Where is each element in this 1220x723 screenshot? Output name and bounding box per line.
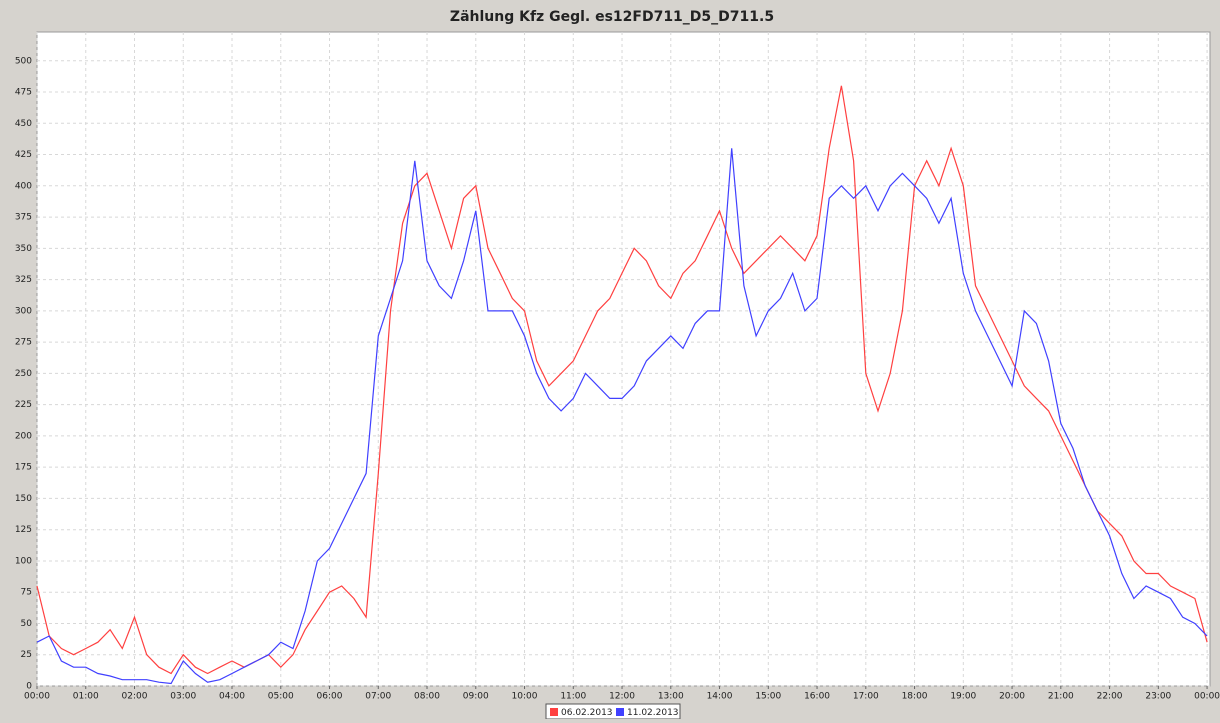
legend-label: 11.02.2013 xyxy=(627,708,679,718)
x-tick-label: 12:00 xyxy=(609,692,635,702)
legend-swatch xyxy=(616,708,624,716)
y-tick-label: 75 xyxy=(21,588,32,598)
y-tick-label: 0 xyxy=(26,682,32,692)
y-tick-label: 250 xyxy=(15,369,32,379)
x-tick-label: 09:00 xyxy=(463,692,489,702)
x-tick-label: 22:00 xyxy=(1097,692,1123,702)
y-tick-label: 350 xyxy=(15,244,32,254)
y-tick-label: 225 xyxy=(15,400,32,410)
y-tick-label: 375 xyxy=(15,213,32,223)
legend: 06.02.2013 11.02.2013 xyxy=(545,703,681,720)
legend-label: 06.02.2013 xyxy=(561,708,613,718)
y-tick-label: 100 xyxy=(15,556,32,566)
x-tick-label: 16:00 xyxy=(804,692,830,702)
x-tick-label: 02:00 xyxy=(122,692,148,702)
y-tick-label: 450 xyxy=(15,119,32,129)
plot-area xyxy=(36,31,1211,687)
legend-swatch xyxy=(550,708,558,716)
x-tick-label: 01:00 xyxy=(73,692,99,702)
x-tick-label: 20:00 xyxy=(999,692,1025,702)
y-tick-label: 275 xyxy=(15,338,32,348)
y-tick-label: 325 xyxy=(15,275,32,285)
y-tick-label: 150 xyxy=(15,494,32,504)
y-tick-label: 175 xyxy=(15,463,32,473)
x-tick-label: 04:00 xyxy=(219,692,245,702)
x-tick-label: 07:00 xyxy=(365,692,391,702)
series-line xyxy=(36,85,1208,675)
x-tick-label: 06:00 xyxy=(317,692,343,702)
y-tick-label: 400 xyxy=(15,181,32,191)
x-tick-label: 21:00 xyxy=(1048,692,1074,702)
lines xyxy=(36,85,1208,685)
series-line xyxy=(36,148,1208,685)
y-tick-label: 475 xyxy=(15,88,32,98)
y-tick-label: 25 xyxy=(21,650,32,660)
x-tick-label: 15:00 xyxy=(755,692,781,702)
x-tick-label: 13:00 xyxy=(658,692,684,702)
x-tick-label: 03:00 xyxy=(170,692,196,702)
y-tick-label: 50 xyxy=(21,619,33,629)
x-tick-label: 11:00 xyxy=(560,692,586,702)
x-tick-label: 17:00 xyxy=(853,692,879,702)
x-tick-label: 10:00 xyxy=(512,692,538,702)
y-tick-label: 500 xyxy=(15,56,32,66)
chart-title: Zählung Kfz Gegl. es12FD711_D5_D711.5 xyxy=(450,9,774,25)
grid: 0 25 50 75 100 125 150 175 200 225 250 275 300 325 350… xyxy=(15,32,1220,702)
x-tick-label: 14:00 xyxy=(707,692,733,702)
x-tick-label: 23:00 xyxy=(1145,692,1171,702)
y-tick-label: 300 xyxy=(15,306,32,316)
y-tick-label: 200 xyxy=(15,431,32,441)
x-tick-label: 00:00 xyxy=(24,692,50,702)
x-tick-label: 00:00 xyxy=(1194,692,1220,702)
x-tick-label: 08:00 xyxy=(414,692,440,702)
y-tick-label: 125 xyxy=(15,525,32,535)
x-tick-label: 05:00 xyxy=(268,692,294,702)
x-tick-label: 18:00 xyxy=(902,692,928,702)
x-tick-label: 19:00 xyxy=(950,692,976,702)
y-tick-label: 425 xyxy=(15,150,32,160)
